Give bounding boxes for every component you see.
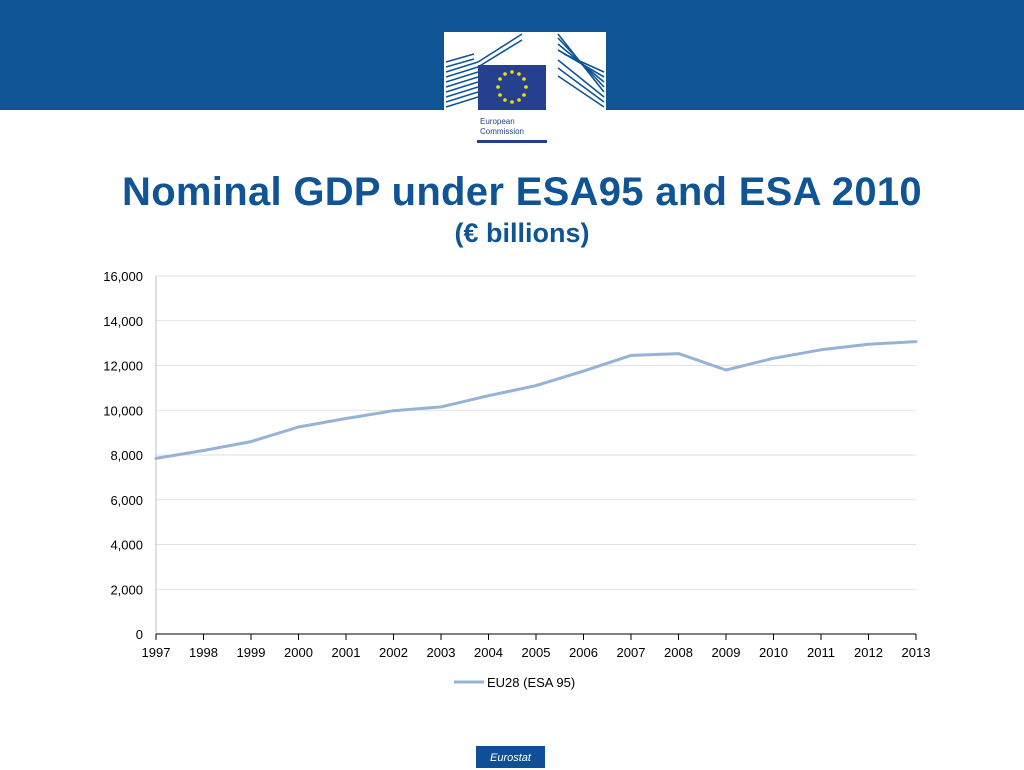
x-tick-label: 1999 [237,645,266,660]
gdp-line-chart: 0 2,000 4,000 6,000 8,000 10,000 12,000 14,000 1… [0,255,1024,700]
page-title: Nominal GDP under ESA95 and ESA 2010 [0,170,1024,215]
x-tick-label: 2011 [807,645,835,660]
logo-text: European Commission [480,117,524,137]
eurostat-badge: Eurostat [476,746,545,768]
y-tick-label: 0 [136,627,143,642]
y-tick-label: 14,000 [103,314,143,329]
y-tick-label: 2,000 [110,582,143,597]
x-tick-label: 1997 [142,645,171,660]
y-tick-label: 16,000 [103,269,143,284]
y-tick-label: 6,000 [110,493,143,508]
logo-line-1: European [480,117,524,127]
legend-label: EU28 (ESA 95) [487,675,575,690]
x-tick-label: 2005 [522,645,551,660]
european-commission-logo [444,32,606,144]
x-tick-label: 2010 [759,645,788,660]
y-tick-label: 12,000 [103,359,143,374]
x-tick-label: 2000 [284,645,313,660]
x-tick-label: 2006 [569,645,598,660]
x-tick-label: 2003 [427,645,456,660]
y-tick-label: 4,000 [110,538,143,553]
page-subtitle: (€ billions) [0,218,1024,249]
x-tick-label: 2009 [712,645,741,660]
x-tick-label: 2013 [902,645,931,660]
x-tick-label: 2004 [474,645,503,660]
x-tick-label: 2012 [854,645,883,660]
x-tick-label: 2002 [379,645,408,660]
logo-line-2: Commission [480,127,524,137]
x-tick-label: 2007 [617,645,646,660]
y-tick-label: 8,000 [110,448,143,463]
y-tick-label: 10,000 [103,403,143,418]
logo-underline [477,140,547,143]
x-tick-label: 2001 [332,645,361,660]
x-tick-label: 2008 [664,645,693,660]
series-line-eu28-esa95 [156,342,916,459]
x-tick-label: 1998 [189,645,218,660]
